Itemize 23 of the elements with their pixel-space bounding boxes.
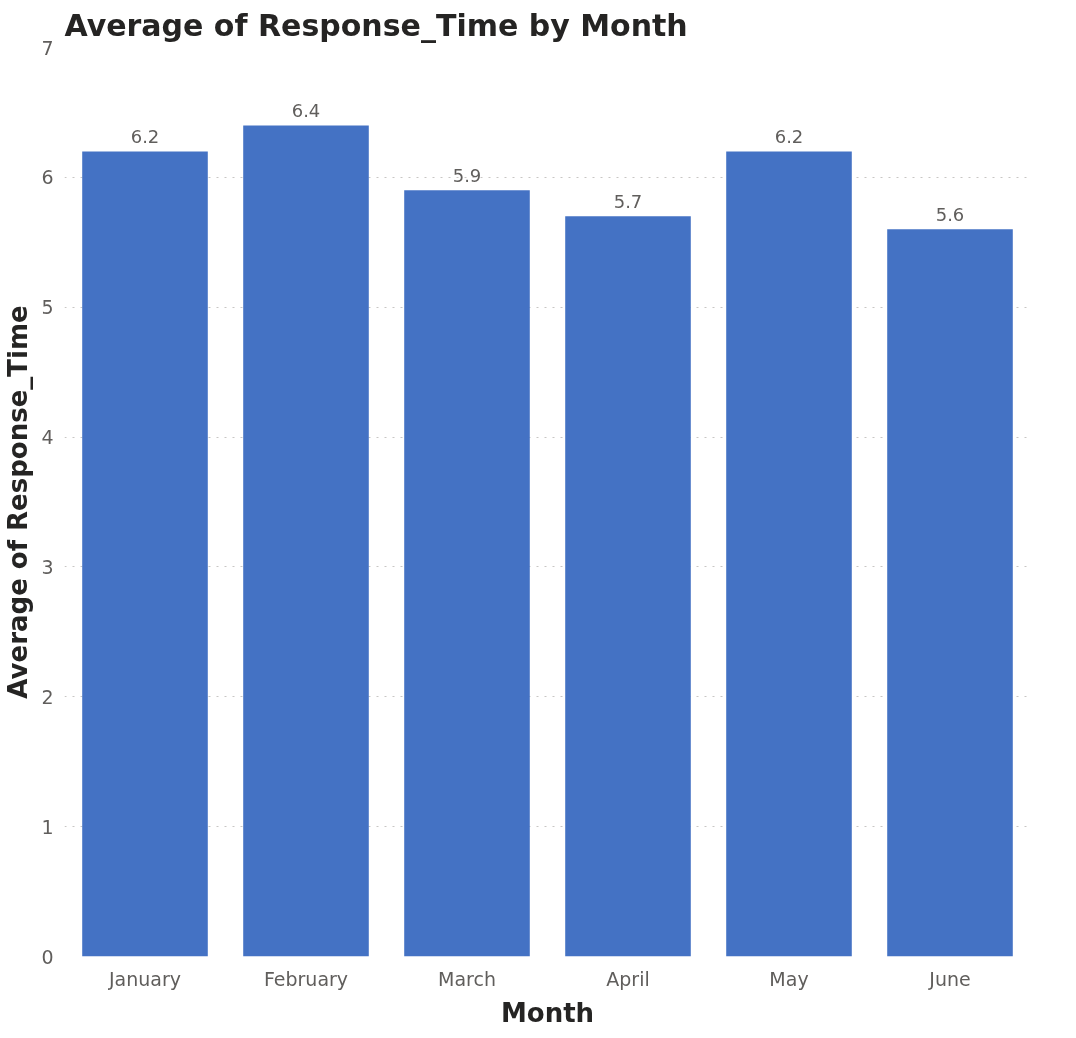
y-tick-label: 0	[41, 945, 54, 968]
y-tick-label: 7	[41, 36, 54, 59]
y-tick-label: 4	[41, 426, 54, 449]
y-tick-label: 3	[41, 555, 54, 578]
y-axis-title: Average of Response_Time	[3, 305, 34, 699]
x-tick-label: March	[438, 967, 496, 990]
data-label: 6.2	[130, 126, 160, 148]
y-tick-label: 2	[41, 685, 54, 708]
data-label: 6.4	[291, 100, 321, 122]
y-tick-label: 5	[41, 296, 54, 319]
x-tick-label: June	[928, 967, 971, 990]
y-tick-label: 6	[41, 166, 54, 189]
data-label: 5.9	[452, 165, 482, 187]
x-tick-label: April	[606, 967, 650, 990]
x-tick-label: February	[263, 967, 349, 990]
y-tick-label: 1	[41, 815, 54, 838]
chart-title: Average of Response_Time by Month	[64, 7, 688, 43]
x-axis-title: Month	[500, 997, 595, 1028]
data-label: 6.2	[774, 126, 804, 148]
x-tick-label: May	[769, 967, 809, 990]
data-label: 5.6	[935, 204, 965, 226]
data-label: 5.7	[613, 191, 643, 213]
x-tick-label: January	[107, 967, 182, 990]
